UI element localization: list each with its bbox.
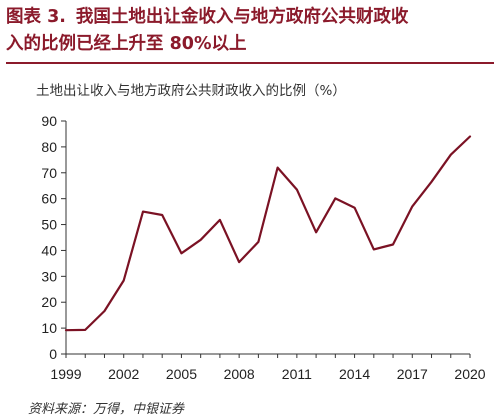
y-tick-label: 70: [41, 165, 57, 181]
figure-title-text-2: 入的比例已经上升至 80%以上: [6, 34, 247, 54]
source-note: 资料来源：万得，中银证券: [28, 402, 185, 417]
y-tick-label: 90: [41, 113, 57, 129]
y-tick-label: 60: [41, 191, 57, 207]
x-tick-label: 2014: [339, 366, 370, 382]
series-line: [64, 135, 472, 332]
series-layer: [64, 135, 472, 332]
title-divider: [6, 62, 494, 64]
x-tick-label: 2002: [108, 366, 139, 382]
figure-title-text-1: 我国土地出让金收入与地方政府公共财政收: [75, 7, 409, 27]
figure-title-line-1: 图表 3. 我国土地出让金收入与地方政府公共财政收: [6, 4, 494, 31]
figure-number: 图表 3.: [6, 7, 66, 27]
x-tick-label: 2005: [166, 366, 197, 382]
y-tick-label: 0: [49, 346, 57, 362]
y-tick-label: 10: [41, 320, 57, 336]
y-tick-label: 40: [41, 242, 57, 258]
x-tick-label: 1999: [50, 366, 81, 382]
x-tick-label: 2011: [282, 366, 312, 382]
y-tick-label: 20: [41, 294, 57, 310]
x-tick-label: 2008: [224, 366, 255, 382]
x-tick-label: 2017: [397, 366, 428, 382]
chart-title: 土地出让收入与地方政府公共财政收入的比例（%）: [36, 83, 346, 99]
y-tick-label: 50: [41, 217, 57, 233]
figure-title: 图表 3. 我国土地出让金收入与地方政府公共财政收 入的比例已经上升至 80%以上: [6, 4, 494, 58]
y-axis-ticks: 0 10 20 30 40 50 60 70 80 90: [41, 113, 66, 362]
x-tick-label: 2020: [454, 366, 485, 382]
y-tick-label: 80: [41, 139, 57, 155]
chart-axes: [65, 121, 470, 355]
x-axis-ticks: 1999 2002 2005 2008 2011 2014 2017 2020: [50, 354, 486, 382]
y-tick-label: 30: [41, 268, 57, 284]
